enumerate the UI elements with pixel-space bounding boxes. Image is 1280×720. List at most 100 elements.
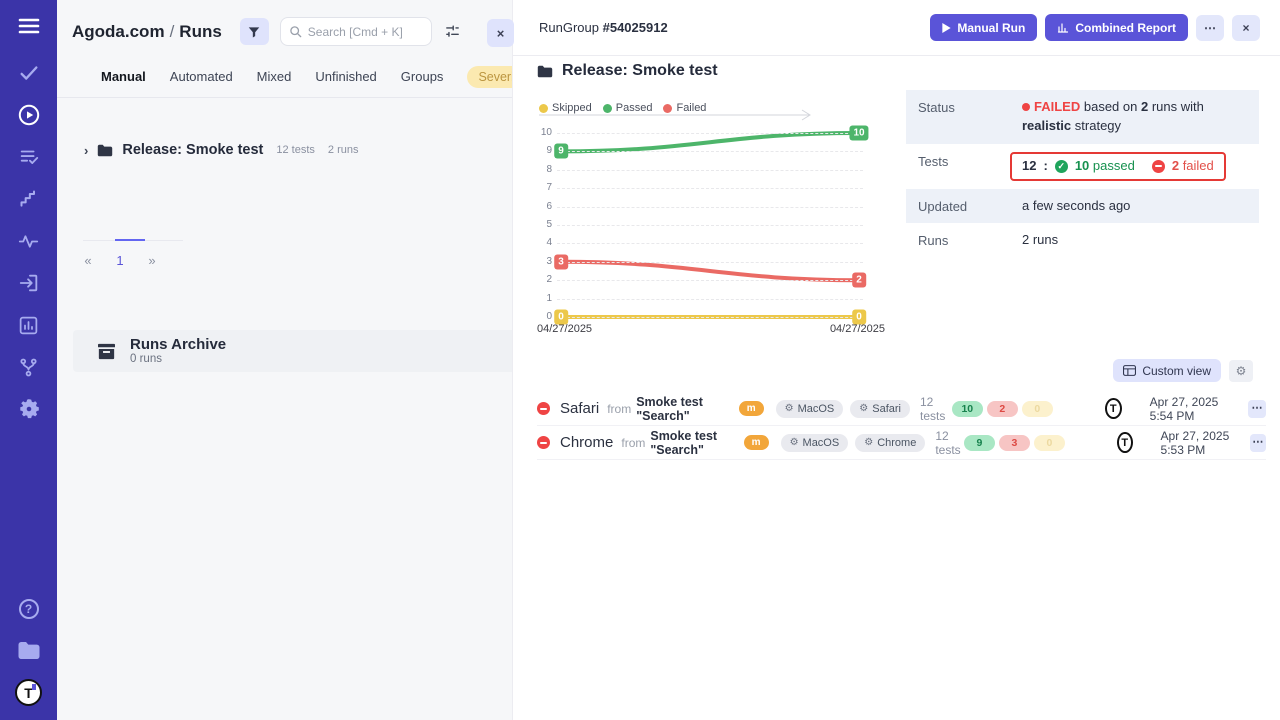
tab-unfinished[interactable]: Unfinished	[315, 69, 377, 84]
legend-item: Failed	[663, 102, 706, 114]
view-settings-icon[interactable]	[444, 23, 461, 40]
y-axis-tick: 7	[546, 182, 552, 194]
chart-legend: Skipped Passed Failed	[539, 102, 706, 114]
documents-folder-icon[interactable]	[17, 638, 41, 662]
run-failed-icon	[537, 436, 550, 449]
runs-list-panel: Agoda.com/Runs Manual Automated Mixed Un…	[57, 0, 535, 720]
run-source[interactable]: Smoke test "Search"	[650, 428, 718, 457]
run-source[interactable]: Smoke test "Search"	[636, 394, 703, 423]
help-icon[interactable]: ?	[17, 597, 41, 621]
data-point-label: 10	[849, 125, 869, 141]
avatar: T	[1104, 398, 1122, 419]
manual-badge: m	[743, 435, 769, 450]
folder-icon	[98, 144, 113, 156]
gear-icon: ⚙	[864, 437, 874, 448]
analytics-icon[interactable]	[17, 313, 41, 337]
detail-title: Release: Smoke test	[562, 62, 718, 79]
more-options-button[interactable]: ⋯	[1196, 14, 1224, 41]
runs-row: Runs 2 runs	[906, 223, 1259, 259]
search-input[interactable]	[307, 24, 418, 39]
pagination-prev-button[interactable]: «	[73, 253, 103, 268]
manual-badge: m	[738, 401, 764, 416]
run-group-tree-item[interactable]: › Release: Smoke test 12 tests 2 runs	[84, 142, 359, 158]
run-title[interactable]: Safari	[560, 400, 600, 417]
run-row-safari[interactable]: Safari from Smoke test "Search" m ⚙ MacOS…	[537, 392, 1267, 426]
skipped-pill: 0	[1021, 400, 1053, 417]
menu-icon[interactable]	[17, 16, 41, 39]
combined-report-button[interactable]: Combined Report	[1045, 14, 1188, 41]
tests-total: 12	[1022, 157, 1037, 173]
x-axis-label-right: 04/27/2025	[829, 323, 885, 335]
pagination: « 1 »	[73, 239, 205, 268]
breadcrumb-separator: /	[169, 21, 175, 41]
pagination-next-button[interactable]: »	[137, 253, 167, 268]
close-panel-button[interactable]: ×	[487, 19, 514, 47]
results-trend-chart: Skipped Passed Failed 0 1 2 3 4 5 6 7 8 9 10 0 0 9 10 3 2 0…	[537, 100, 893, 346]
import-icon[interactable]	[17, 271, 41, 295]
tab-manual[interactable]: Manual	[101, 69, 146, 84]
milestones-icon[interactable]	[17, 187, 41, 211]
search-icon	[290, 26, 302, 38]
passed-pill: 10	[951, 400, 983, 417]
run-date: Apr 27, 2025 5:54 PM	[1149, 394, 1219, 423]
play-icon	[942, 22, 951, 33]
detail-actions: Manual Run Combined Report ⋯ ×	[930, 14, 1260, 41]
manual-run-button[interactable]: Manual Run	[930, 14, 1038, 41]
tab-automated[interactable]: Automated	[169, 69, 233, 84]
runs-archive-item[interactable]: Runs Archive 0 runs	[73, 330, 512, 372]
settings-gear-icon[interactable]	[17, 397, 41, 421]
custom-view-button[interactable]: Custom view	[1113, 359, 1221, 382]
avatar: T	[1116, 432, 1133, 453]
gridline	[557, 206, 863, 208]
gridline	[557, 133, 863, 134]
pagination-indicator	[83, 239, 183, 241]
run-date: Apr 27, 2025 5:53 PM	[1160, 428, 1230, 457]
activity-pulse-icon[interactable]	[17, 229, 41, 253]
y-axis-tick: 5	[546, 219, 552, 230]
gridline	[557, 225, 863, 226]
sidebar-footer: ? T	[15, 597, 42, 706]
run-group-tests-count: 12 tests	[276, 144, 315, 156]
tests-check-icon[interactable]	[17, 61, 41, 85]
run-group-title: RunGroup #54025912	[539, 20, 668, 35]
pagination-page-1[interactable]: 1	[116, 253, 124, 268]
gridline	[557, 298, 863, 300]
result-pills: 9 3 0	[963, 434, 1065, 451]
branches-icon[interactable]	[17, 355, 41, 379]
test-plans-icon[interactable]	[17, 145, 41, 169]
runs-list: Safari from Smoke test "Search" m ⚙ MacOS…	[537, 392, 1267, 460]
y-axis-tick: 1	[546, 292, 552, 304]
list-settings-gear-icon[interactable]: ⚙	[1229, 359, 1253, 382]
tab-groups[interactable]: Groups	[400, 69, 444, 84]
run-group-id: #54025912	[602, 20, 668, 35]
close-detail-button[interactable]: ×	[1232, 14, 1260, 41]
run-row-chrome[interactable]: Chrome from Smoke test "Search" m ⚙ MacOS…	[537, 426, 1267, 460]
run-more-button[interactable]: ⋯	[1249, 433, 1267, 452]
data-point-label: 9	[554, 143, 568, 159]
folder-icon	[537, 65, 553, 77]
run-group-name[interactable]: Release: Smoke test	[122, 142, 264, 158]
y-axis-tick: 3	[546, 255, 552, 267]
run-tests-count: 12 tests	[920, 394, 946, 423]
run-more-button[interactable]: ⋯	[1247, 399, 1267, 418]
bar-chart-icon	[1058, 22, 1069, 33]
breadcrumb-project[interactable]: Agoda.com	[72, 21, 165, 41]
y-axis-tick: 9	[546, 145, 552, 157]
filter-button[interactable]	[239, 18, 269, 45]
chevron-right-icon[interactable]: ›	[84, 142, 89, 158]
tab-mixed[interactable]: Mixed	[256, 69, 292, 84]
runs-play-icon[interactable]	[17, 103, 41, 127]
run-title[interactable]: Chrome	[560, 434, 614, 451]
y-axis-tick: 2	[546, 274, 552, 286]
gridline	[557, 243, 863, 245]
y-axis-tick: 6	[546, 200, 552, 212]
app-logo[interactable]: T	[15, 679, 42, 706]
tests-failed: 2 failed	[1171, 157, 1214, 173]
updated-label: Updated	[918, 198, 968, 214]
failed-minus-icon	[1151, 159, 1165, 173]
status-failed-text: FAILED	[1034, 99, 1081, 114]
gridline	[557, 151, 863, 153]
detail-header: RunGroup #54025912 Manual Run Combined R…	[513, 0, 1280, 56]
search-box	[279, 17, 432, 46]
